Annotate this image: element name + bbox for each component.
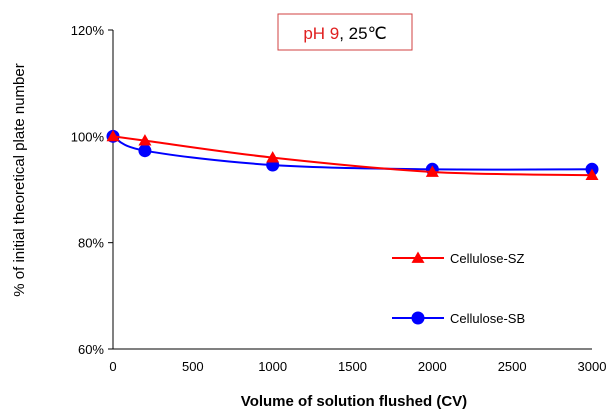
data-point-cellulose-sz [266, 151, 280, 163]
x-tick-label: 1000 [258, 359, 287, 374]
y-tick-label: 80% [78, 236, 104, 251]
data-point-cellulose-sz [425, 165, 439, 177]
series-cellulose-sz [106, 129, 599, 181]
data-point-cellulose-sz [106, 129, 120, 142]
series-cellulose-sb [106, 129, 599, 176]
legend-label: Cellulose-SB [450, 311, 525, 326]
series-layer [106, 129, 599, 181]
x-tick-label: 2000 [418, 359, 447, 374]
data-point-cellulose-sz [585, 168, 599, 181]
legend-marker-cellulose-sb [411, 311, 425, 325]
x-tick-label: 3000 [578, 359, 607, 374]
x-tick-label: 0 [109, 359, 116, 374]
x-tick-label: 500 [182, 359, 204, 374]
y-tick-label: 120% [71, 23, 105, 38]
legend-marker-cellulose-sz [411, 251, 425, 263]
series-line-cellulose-sb [112, 135, 593, 171]
y-tick-label: 100% [71, 129, 105, 144]
annotation-border [277, 13, 413, 51]
condition-annotation-box: pH 9, 25℃ [277, 13, 413, 51]
y-axis-ticks: 60% 80% 100% 120% [71, 23, 113, 357]
y-axis-title: % of initial theoretical plate number [11, 63, 28, 296]
x-axis-title: Volume of solution flushed (CV) [241, 393, 467, 410]
legend-item-cellulose-sb: Cellulose-SB [392, 311, 525, 326]
data-point-cellulose-sz [138, 134, 152, 146]
annotation-text: pH 9, 25℃ [303, 24, 386, 43]
y-tick-label: 60% [78, 342, 104, 357]
legend-label: Cellulose-SZ [450, 251, 524, 266]
legend: Cellulose-SZ Cellulose-SB [392, 251, 525, 326]
legend-item-cellulose-sz: Cellulose-SZ [392, 251, 524, 266]
x-tick-label: 1500 [338, 359, 367, 374]
axes [112, 30, 592, 350]
data-point-cellulose-sb [138, 144, 152, 158]
annotation-ph: pH 9 [303, 24, 339, 43]
x-tick-label: 2500 [498, 359, 527, 374]
annotation-temperature: , 25℃ [339, 24, 386, 43]
x-axis-ticks: 0 500 1000 1500 2000 2500 3000 [109, 359, 606, 374]
